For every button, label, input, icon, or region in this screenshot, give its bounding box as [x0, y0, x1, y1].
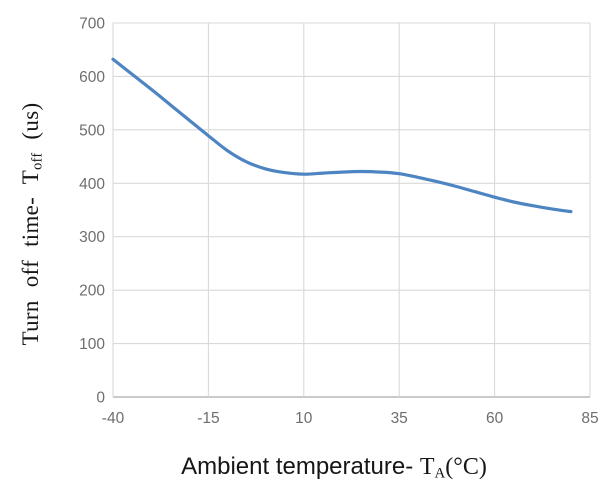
- x-tick-label: 35: [391, 410, 408, 427]
- y-axis-title-subscript: off: [29, 152, 46, 170]
- y-tick-label: 600: [79, 69, 105, 86]
- y-tick-label: 0: [96, 390, 105, 407]
- x-tick-label: -15: [197, 410, 219, 427]
- y-tick-label: 100: [79, 336, 105, 353]
- x-tick-label: 10: [295, 410, 313, 427]
- series-line-turn-off-time: [111, 57, 573, 214]
- x-axis-title-subscript: A: [434, 465, 446, 482]
- y-tick-label: 400: [79, 176, 105, 193]
- y-tick-label: 300: [79, 229, 105, 246]
- y-axis-title: Turn off time- Toff (us): [18, 102, 46, 346]
- y-tick-label: 700: [79, 16, 105, 33]
- x-axis-title: Ambient temperature- TA(°C): [181, 453, 487, 481]
- x-axis-title-unit: (°C): [445, 454, 487, 480]
- y-tick-label: 500: [79, 122, 105, 139]
- x-axis-title-text: Ambient temperature-: [181, 453, 420, 480]
- x-tick-label: -40: [102, 410, 125, 427]
- x-axis-title-symbol: T: [419, 454, 435, 480]
- x-tick-label: 85: [581, 410, 598, 427]
- y-axis-title-main: Turn off time- T: [18, 169, 43, 346]
- y-axis-title-unit: (us): [18, 102, 43, 153]
- y-tick-label: 200: [79, 283, 105, 300]
- x-tick-label: 60: [486, 410, 504, 427]
